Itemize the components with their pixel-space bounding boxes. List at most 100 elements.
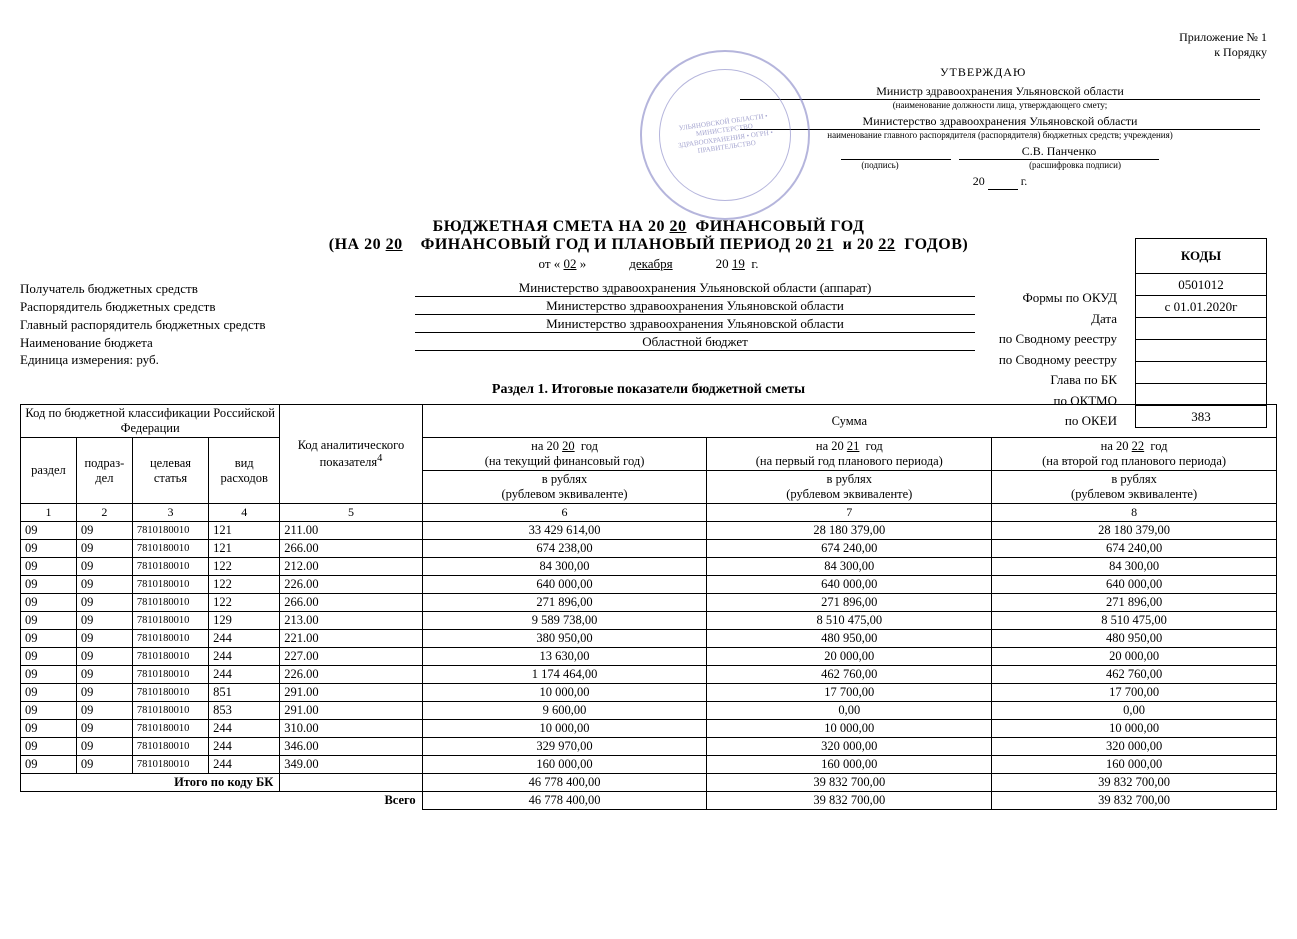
table-cell: 09 xyxy=(76,540,132,558)
th-y3: на 20 22 год (на второй год планового пе… xyxy=(992,438,1277,471)
attachment-note: Приложение № 1 к Порядку xyxy=(1179,30,1267,60)
table-cell: 7810180010 xyxy=(132,612,208,630)
table-cell: 640 000,00 xyxy=(992,576,1277,594)
table-cell: 28 180 379,00 xyxy=(992,522,1277,540)
table-cell: 244 xyxy=(209,756,280,774)
code-svod2 xyxy=(1136,340,1267,362)
table-cell: 160 000,00 xyxy=(707,756,992,774)
table-cell: 0,00 xyxy=(992,702,1277,720)
date-mid: » xyxy=(580,256,587,271)
table-cell: 349.00 xyxy=(280,756,422,774)
table-row: 09097810180010244349.00160 000,00160 000… xyxy=(21,756,1277,774)
title-2y1: 20 xyxy=(386,236,403,253)
th-statya: целевая статья xyxy=(132,438,208,504)
table-cell: 7810180010 xyxy=(132,702,208,720)
code-okud: 0501012 xyxy=(1136,274,1267,296)
subtotal-label: Итого по коду БК xyxy=(21,774,280,792)
table-cell: 291.00 xyxy=(280,684,422,702)
table-cell: 09 xyxy=(21,558,77,576)
approval-org-hint: наименование главного распорядителя (рас… xyxy=(740,130,1260,140)
cn7: 7 xyxy=(707,504,992,522)
y1b: год xyxy=(581,439,598,453)
table-cell: 227.00 xyxy=(280,648,422,666)
table-cell: 09 xyxy=(21,756,77,774)
total-c3: 39 832 700,00 xyxy=(992,792,1277,810)
subtotal-c2: 39 832 700,00 xyxy=(707,774,992,792)
table-cell: 09 xyxy=(21,666,77,684)
table-cell: 122 xyxy=(209,576,280,594)
table-cell: 09 xyxy=(21,648,77,666)
table-cell: 09 xyxy=(76,630,132,648)
date-yp: 20 xyxy=(716,256,729,271)
title-y2: 21 xyxy=(817,236,834,253)
date-day: 02 xyxy=(564,256,577,271)
stamp-text: УЛЬЯНОВСКОЙ ОБЛАСТИ • МИНИСТЕРСТВО ЗДРАВ… xyxy=(663,110,787,160)
table-cell: 674 240,00 xyxy=(992,540,1277,558)
table-cell: 480 950,00 xyxy=(707,630,992,648)
table-cell: 160 000,00 xyxy=(992,756,1277,774)
signature-slot xyxy=(841,144,951,160)
th-y1: на 20 20 год (на текущий финансовый год) xyxy=(422,438,707,471)
table-cell: 266.00 xyxy=(280,540,422,558)
title-2b: ФИНАНСОВЫЙ ГОД И ПЛАНОВЫЙ ПЕРИОД 20 xyxy=(421,236,812,253)
table-row: 09097810180010122212.0084 300,0084 300,0… xyxy=(21,558,1277,576)
table-cell: 0,00 xyxy=(707,702,992,720)
table-cell: 09 xyxy=(76,612,132,630)
table-cell: 244 xyxy=(209,630,280,648)
table-row: 09097810180010122266.00271 896,00271 896… xyxy=(21,594,1277,612)
table-row: 09097810180010122226.00640 000,00640 000… xyxy=(21,576,1277,594)
y2y: 21 xyxy=(847,439,860,453)
table-cell: 221.00 xyxy=(280,630,422,648)
rub1: в рублях xyxy=(542,472,587,486)
signer-name: С.В. Панченко xyxy=(959,144,1159,160)
table-cell: 09 xyxy=(76,684,132,702)
table-row: 09097810180010244226.001 174 464,00462 7… xyxy=(21,666,1277,684)
table-cell: 28 180 379,00 xyxy=(707,522,992,540)
rubeq2: (рублевом эквиваленте) xyxy=(786,487,912,501)
table-cell: 84 300,00 xyxy=(422,558,707,576)
sign-decode: (расшифровка подписи) xyxy=(975,160,1175,170)
table-row: 09097810180010244227.0013 630,0020 000,0… xyxy=(21,648,1277,666)
year-blank xyxy=(988,174,1018,190)
y1sub: (на текущий финансовый год) xyxy=(485,454,645,468)
table-cell: 09 xyxy=(76,666,132,684)
cn4: 4 xyxy=(209,504,280,522)
title-2d: ГОДОВ) xyxy=(904,236,968,253)
table-cell: 121 xyxy=(209,540,280,558)
table-cell: 346.00 xyxy=(280,738,422,756)
table-cell: 7810180010 xyxy=(132,576,208,594)
code-date: с 01.01.2020г xyxy=(1136,296,1267,318)
rubeq3: (рублевом эквиваленте) xyxy=(1071,487,1197,501)
th-razdel: раздел xyxy=(21,438,77,504)
table-row: 09097810180010244346.00329 970,00320 000… xyxy=(21,738,1277,756)
subtotal-c3: 39 832 700,00 xyxy=(992,774,1277,792)
meta-chief-value: Министерство здравоохранения Ульяновской… xyxy=(415,316,975,333)
table-cell: 244 xyxy=(209,648,280,666)
table-cell: 20 000,00 xyxy=(992,648,1277,666)
table-cell: 211.00 xyxy=(280,522,422,540)
attachment-line2: к Порядку xyxy=(1179,45,1267,60)
codes-header: КОДЫ xyxy=(1136,239,1267,274)
codes-box: КОДЫ 0501012 с 01.01.2020г 383 xyxy=(1135,238,1267,428)
table-cell: 640 000,00 xyxy=(707,576,992,594)
y2a: на 20 xyxy=(816,439,844,453)
label-okei: по ОКЕИ xyxy=(999,411,1117,432)
table-cell: 674 238,00 xyxy=(422,540,707,558)
cn2: 2 xyxy=(76,504,132,522)
table-cell: 674 240,00 xyxy=(707,540,992,558)
table-cell: 8 510 475,00 xyxy=(707,612,992,630)
table-cell: 13 630,00 xyxy=(422,648,707,666)
table-row: 09097810180010121211.0033 429 614,0028 1… xyxy=(21,522,1277,540)
title-y3: 22 xyxy=(878,236,895,253)
year-prefix: 20 xyxy=(973,174,985,188)
rub2: в рублях xyxy=(827,472,872,486)
table-cell: 10 000,00 xyxy=(992,720,1277,738)
th-rub3: в рублях(рублевом эквиваленте) xyxy=(992,471,1277,504)
table-cell: 10 000,00 xyxy=(707,720,992,738)
table-cell: 09 xyxy=(21,630,77,648)
y2b: год xyxy=(866,439,883,453)
th-y2: на 20 21 год (на первый год планового пе… xyxy=(707,438,992,471)
table-cell: 212.00 xyxy=(280,558,422,576)
table-cell: 462 760,00 xyxy=(992,666,1277,684)
table-cell: 17 700,00 xyxy=(707,684,992,702)
